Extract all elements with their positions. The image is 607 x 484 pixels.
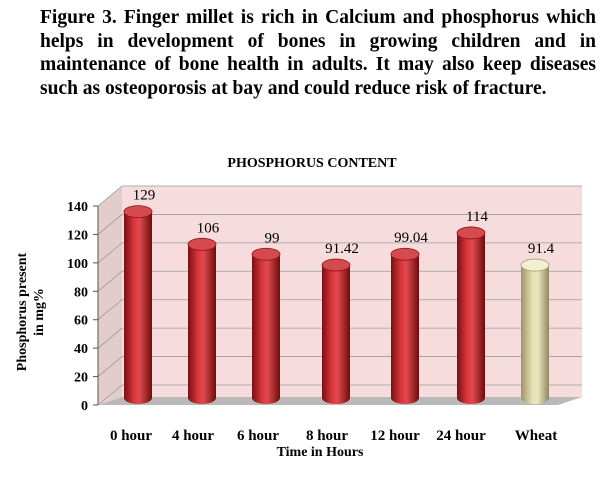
bar <box>124 211 152 398</box>
gridlines <box>97 185 582 406</box>
x-tick-label: 4 hour <box>172 428 214 444</box>
bar-base <box>521 392 549 404</box>
data-label: 99 <box>265 230 280 246</box>
gridline <box>97 270 582 292</box>
data-label: 114 <box>466 209 488 225</box>
bar <box>322 265 350 398</box>
bar-top <box>251 247 281 261</box>
bars <box>123 205 550 404</box>
bar-base <box>124 392 152 404</box>
bar-top <box>321 258 351 272</box>
bar-top <box>187 237 217 251</box>
bar <box>252 254 280 398</box>
y-tick-label: 60 <box>74 314 88 329</box>
bar-top <box>456 226 486 240</box>
y-tick-label: 140 <box>67 200 88 215</box>
bar-top <box>123 205 153 219</box>
x-tick-label: 24 hour <box>436 428 486 444</box>
bar-base <box>322 392 350 404</box>
data-labels: 129 106 99 91.42 99.04 114 91.4 <box>133 188 555 257</box>
y-tick-label: 80 <box>74 285 88 300</box>
gridline <box>97 185 582 207</box>
data-label: 91.42 <box>325 241 359 257</box>
bar <box>188 244 216 398</box>
y-tick-label: 40 <box>74 342 88 357</box>
y-axis-label: Phosphorus present in mg% <box>15 252 47 371</box>
y-axis-label-line-2: in mg% <box>32 288 47 336</box>
gridline <box>97 299 582 321</box>
gridline <box>97 214 582 235</box>
x-tick-label: 0 hour <box>110 428 152 444</box>
figure-caption: Figure 3. Finger millet is rich in Calci… <box>40 7 596 99</box>
bar <box>521 265 549 398</box>
bar-base <box>188 392 216 404</box>
y-tick-label: 120 <box>67 228 88 243</box>
bar-base <box>252 392 280 404</box>
x-tick-label: 8 hour <box>306 428 348 444</box>
gridline <box>97 327 582 349</box>
x-tick-label: 6 hour <box>237 428 279 444</box>
chart-title: PHOSPHORUS CONTENT <box>227 156 397 171</box>
chart-side-wall <box>98 186 122 405</box>
bar <box>391 254 419 398</box>
gridline <box>97 384 582 406</box>
data-label: 106 <box>197 220 220 236</box>
y-axis-ticks: 0 20 40 60 80 100 120 140 <box>67 200 98 414</box>
y-axis-label-line-1: Phosphorus present <box>15 252 30 371</box>
y-tick-label: 20 <box>74 371 88 386</box>
y-tick-label: 100 <box>67 257 88 272</box>
bar-base <box>457 392 485 404</box>
x-tick-label: 12 hour <box>370 428 420 444</box>
data-label: 129 <box>133 188 156 204</box>
x-tick-label: Wheat <box>515 428 558 444</box>
x-axis-label: Time in Hours <box>277 445 364 460</box>
gridline <box>97 356 582 377</box>
y-tick-label: 0 <box>81 399 88 414</box>
bar <box>457 232 485 398</box>
x-axis-tick-labels: 0 hour 4 hour 6 hour 8 hour 12 hour 24 hour Wh… <box>110 428 557 444</box>
data-label: 99.04 <box>394 230 428 246</box>
data-label: 91.4 <box>528 241 555 257</box>
bar-top <box>390 247 420 261</box>
bar-base <box>391 392 419 404</box>
gridline <box>97 242 582 264</box>
bar-top <box>520 258 550 272</box>
